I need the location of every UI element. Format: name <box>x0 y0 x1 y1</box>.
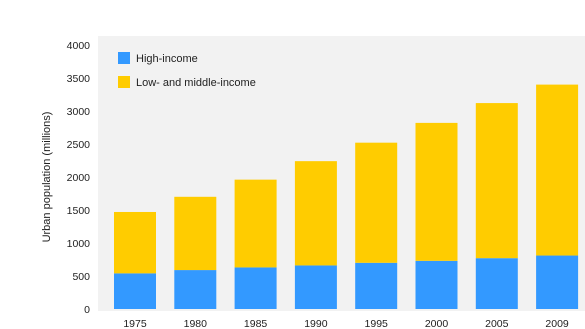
y-tick-label: 2500 <box>67 139 91 151</box>
x-tick-label: 1995 <box>365 318 389 329</box>
bar-high-income-2005 <box>475 258 518 309</box>
x-axis: 1975 1980 1985 1990 1995 2000 2005 2009 <box>123 318 569 329</box>
legend-swatch <box>118 76 130 88</box>
legend-label: High-income <box>136 53 198 65</box>
bar-low-middle-income-1995 <box>355 142 398 263</box>
bar-low-middle-income-2000 <box>415 122 458 261</box>
bar-high-income-2000 <box>415 260 458 309</box>
x-tick-label: 1975 <box>123 318 147 329</box>
bar-low-middle-income-1980 <box>174 196 217 271</box>
bar-low-middle-income-2005 <box>475 103 518 259</box>
legend-swatch <box>118 52 130 64</box>
legend-label: Low- and middle-income <box>136 77 256 89</box>
bar-high-income-2009 <box>536 255 579 309</box>
bar-high-income-1975 <box>114 273 156 309</box>
bar-low-middle-income-2009 <box>536 84 579 256</box>
bar-low-middle-income-1985 <box>234 179 277 268</box>
bar-high-income-1985 <box>234 267 277 309</box>
bar-low-middle-income-1975 <box>114 211 156 274</box>
y-tick-label: 2000 <box>67 172 91 184</box>
y-tick-label: 1500 <box>67 205 91 217</box>
bar-high-income-1995 <box>355 262 398 309</box>
bar-high-income-1980 <box>174 270 217 309</box>
y-tick-label: 0 <box>84 304 90 316</box>
x-tick-label: 1990 <box>304 318 328 329</box>
x-tick-label: 2009 <box>545 318 569 329</box>
x-tick-label: 1985 <box>244 318 268 329</box>
legend: High-income Low- and middle-income <box>118 52 256 89</box>
bars <box>114 84 579 309</box>
y-tick-label: 1000 <box>67 238 91 250</box>
x-tick-label: 1980 <box>184 318 208 329</box>
bar-low-middle-income-1990 <box>294 161 337 266</box>
y-tick-label: 500 <box>72 271 90 283</box>
y-axis-title: Urban population (millions) <box>41 112 53 243</box>
y-tick-label: 3500 <box>67 73 91 85</box>
y-tick-label: 3000 <box>67 106 91 118</box>
x-tick-label: 2005 <box>485 318 509 329</box>
x-tick-label: 2000 <box>425 318 449 329</box>
y-axis: 0 500 1000 1500 2000 2500 3000 3500 4000 <box>67 40 91 316</box>
y-tick-label: 4000 <box>67 40 91 52</box>
bar-high-income-1990 <box>294 265 337 309</box>
